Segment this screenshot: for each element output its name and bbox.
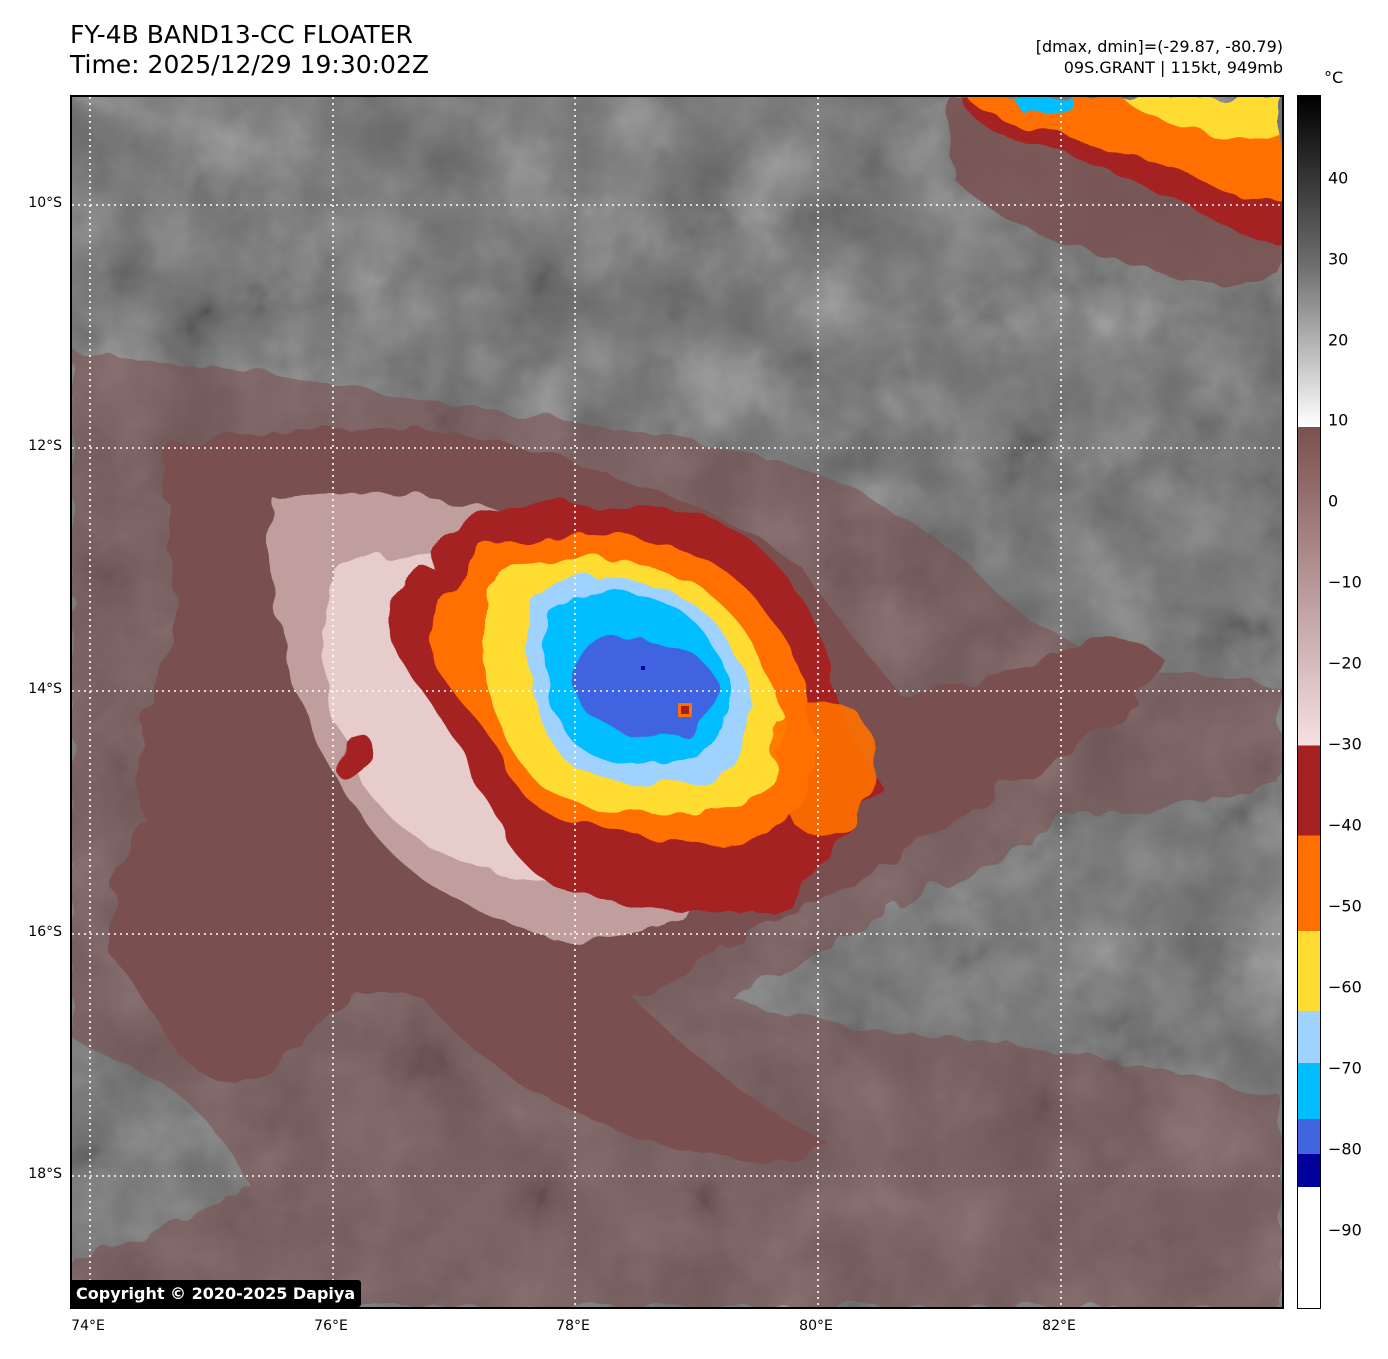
colorbar-tick: −30	[1328, 734, 1362, 754]
colorbar-tick: −90	[1328, 1220, 1362, 1240]
title-line-1: FY-4B BAND13-CC FLOATER	[70, 20, 413, 49]
colorbar-tick: −80	[1328, 1139, 1362, 1159]
colorbar	[1297, 95, 1321, 1309]
copyright-label: Copyright © 2020-2025 Dapiya	[70, 1280, 362, 1307]
storm-text: 09S.GRANT | 115kt, 949mb	[1063, 58, 1283, 77]
colorbar-tick: −40	[1328, 815, 1362, 835]
colorbar-tick: −50	[1328, 896, 1362, 916]
lat-label: 12°S	[28, 438, 62, 454]
colorbar-unit: °C	[1324, 68, 1344, 87]
range-text: [dmax, dmin]=(-29.87, -80.79)	[1035, 37, 1283, 56]
colorbar-tick: 0	[1328, 491, 1339, 511]
lon-label: 74°E	[71, 1318, 105, 1334]
lon-label: 80°E	[799, 1318, 833, 1334]
ir-imagery	[72, 97, 1282, 1307]
colorbar-tick: 30	[1328, 249, 1349, 269]
lon-label: 78°E	[556, 1318, 590, 1334]
colorbar-tick: −70	[1328, 1058, 1362, 1078]
colorbar-tick: −20	[1328, 653, 1362, 673]
title-line-2: Time: 2025/12/29 19:30:02Z	[70, 50, 429, 79]
colorbar-tick: −60	[1328, 977, 1362, 997]
lat-label: 10°S	[28, 195, 62, 211]
colorbar-tick: 20	[1328, 330, 1349, 350]
lon-label: 82°E	[1042, 1318, 1076, 1334]
colorbar-tick: 40	[1328, 168, 1349, 188]
lat-label: 14°S	[28, 681, 62, 697]
lon-label: 76°E	[314, 1318, 348, 1334]
colorbar-tick: −10	[1328, 572, 1362, 592]
lat-label: 16°S	[28, 924, 62, 940]
lat-label: 18°S	[28, 1166, 62, 1182]
colorbar-tick: 10	[1328, 410, 1349, 430]
satellite-image	[70, 95, 1284, 1309]
